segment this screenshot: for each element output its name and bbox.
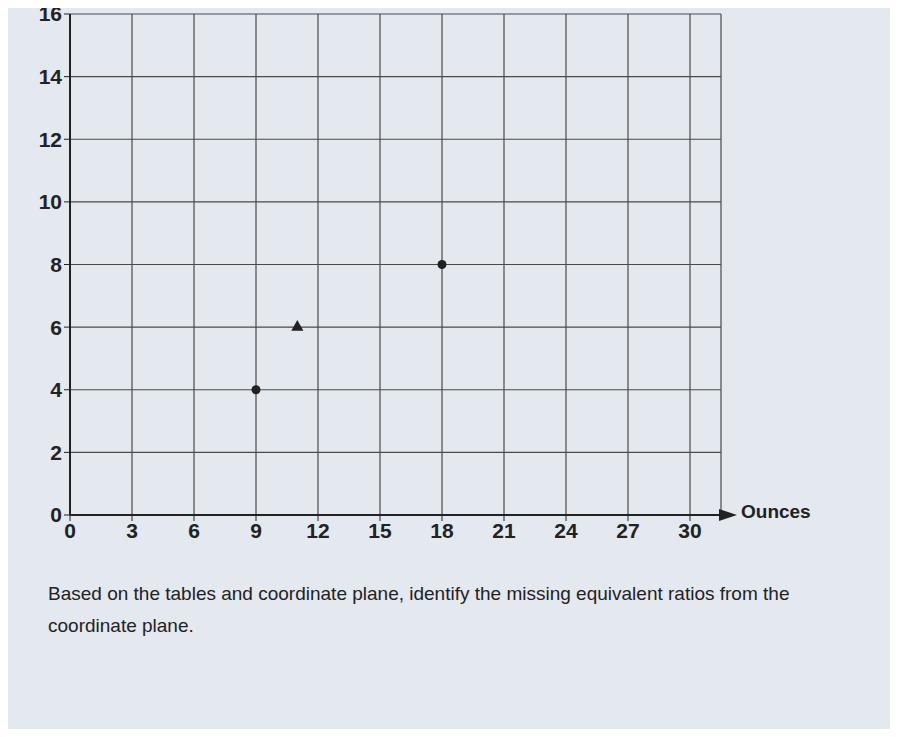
svg-text:30: 30 — [678, 519, 701, 542]
svg-text:4: 4 — [50, 378, 62, 401]
svg-text:27: 27 — [616, 519, 639, 542]
svg-text:8: 8 — [50, 253, 62, 276]
svg-text:2: 2 — [50, 441, 62, 464]
svg-text:21: 21 — [492, 519, 516, 542]
svg-text:3: 3 — [126, 519, 138, 542]
svg-text:18: 18 — [430, 519, 454, 542]
svg-text:16: 16 — [39, 8, 62, 25]
svg-text:24: 24 — [554, 519, 578, 542]
svg-text:12: 12 — [39, 128, 62, 151]
html-text:Based on the tables and coordi: Based on the tables and coordinate plane… — [48, 583, 790, 636]
svg-text:12: 12 — [306, 519, 329, 542]
svg-text:15: 15 — [368, 519, 392, 542]
html-text:Ounces: Ounces — [741, 501, 811, 522]
svg-text:0: 0 — [64, 519, 76, 542]
svg-text:9: 9 — [250, 519, 262, 542]
svg-text:14: 14 — [39, 65, 63, 88]
svg-text:0: 0 — [50, 503, 62, 526]
svg-text:10: 10 — [39, 190, 62, 213]
svg-text:6: 6 — [50, 316, 62, 339]
svg-text:6: 6 — [188, 519, 200, 542]
